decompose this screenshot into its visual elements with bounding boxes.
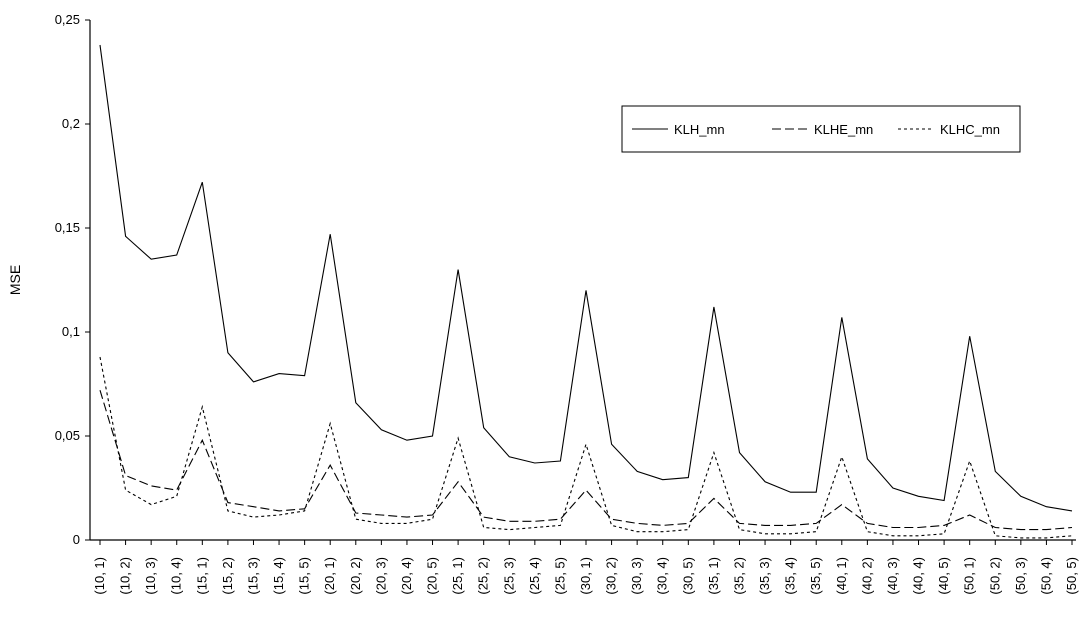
x-tick-label: (25, 4)	[527, 557, 542, 595]
x-tick-label: (50, 5)	[1064, 557, 1079, 595]
x-tick-label: (30, 1)	[578, 557, 593, 595]
x-tick-label: (50, 2)	[987, 557, 1002, 595]
y-axis-label: MSE	[7, 265, 23, 295]
x-tick-label: (25, 2)	[476, 557, 491, 595]
legend-label: KLHC_mn	[940, 122, 1000, 137]
x-tick-label: (10, 4)	[169, 557, 184, 595]
x-tick-label: (30, 3)	[629, 557, 644, 595]
x-tick-label: (15, 1)	[194, 557, 209, 595]
series-line-klhe-mn	[99, 390, 1073, 531]
y-tick-label: 0,1	[62, 324, 80, 339]
x-tick-label: (40, 3)	[885, 557, 900, 595]
y-tick-label: 0,25	[55, 12, 80, 27]
legend-label: KLH_mn	[674, 122, 725, 137]
y-tick-label: 0,2	[62, 116, 80, 131]
series-line-klh-mn	[99, 44, 1073, 512]
x-tick-label: (35, 3)	[757, 557, 772, 595]
x-tick-label: (35, 1)	[706, 557, 721, 595]
x-tick-label: (15, 5)	[297, 557, 312, 595]
y-tick-label: 0	[73, 532, 80, 547]
x-tick-label: (35, 4)	[783, 557, 798, 595]
x-tick-label: (40, 1)	[834, 557, 849, 595]
legend: KLH_mn KLHE_mn KLHC_mn	[621, 105, 1021, 153]
legend-box	[621, 105, 1021, 153]
x-tick-label: (20, 1)	[322, 557, 337, 595]
x-tick-label: (30, 4)	[655, 557, 670, 595]
x-tick-label: (50, 4)	[1038, 557, 1053, 595]
x-tick-label: (25, 3)	[501, 557, 516, 595]
x-tick-label: (15, 3)	[245, 557, 260, 595]
x-tick-label: (10, 3)	[143, 557, 158, 595]
x-tick-label: (35, 2)	[731, 557, 746, 595]
x-tick-label: (30, 2)	[604, 557, 619, 595]
series-layer	[99, 44, 1073, 539]
x-tick-label: (20, 2)	[348, 557, 363, 595]
x-tick-label: (10, 2)	[118, 557, 133, 595]
x-tick-label: (40, 4)	[911, 557, 926, 595]
x-tick-label: (40, 5)	[936, 557, 951, 595]
x-tick-label: (20, 3)	[373, 557, 388, 595]
x-tick-label: (50, 1)	[962, 557, 977, 595]
x-tick-label: (50, 3)	[1013, 557, 1028, 595]
x-tick-label: (40, 2)	[859, 557, 874, 595]
x-tick-label: (25, 5)	[552, 557, 567, 595]
x-tick-label: (15, 2)	[220, 557, 235, 595]
x-tick-label: (10, 1)	[92, 557, 107, 595]
x-axis: (10, 1) (10, 2) (10, 3) (10, 4) (15, 1) (15, …	[90, 539, 1079, 595]
x-tick-label: (20, 4)	[399, 557, 414, 595]
x-tick-label: (30, 5)	[680, 557, 695, 595]
x-tick-label: (15, 4)	[271, 557, 286, 595]
x-tick-label: (25, 1)	[450, 557, 465, 595]
legend-label: KLHE_mn	[814, 122, 873, 137]
y-tick-label: 0,05	[55, 428, 80, 443]
y-axis: 0 0,05 0,1 0,15 0,2 0,25	[55, 12, 91, 547]
x-tick-label: (35, 5)	[808, 557, 823, 595]
y-tick-label: 0,15	[55, 220, 80, 235]
series-line-klhc-mn	[99, 356, 1073, 539]
x-tick-label: (20, 5)	[425, 557, 440, 595]
